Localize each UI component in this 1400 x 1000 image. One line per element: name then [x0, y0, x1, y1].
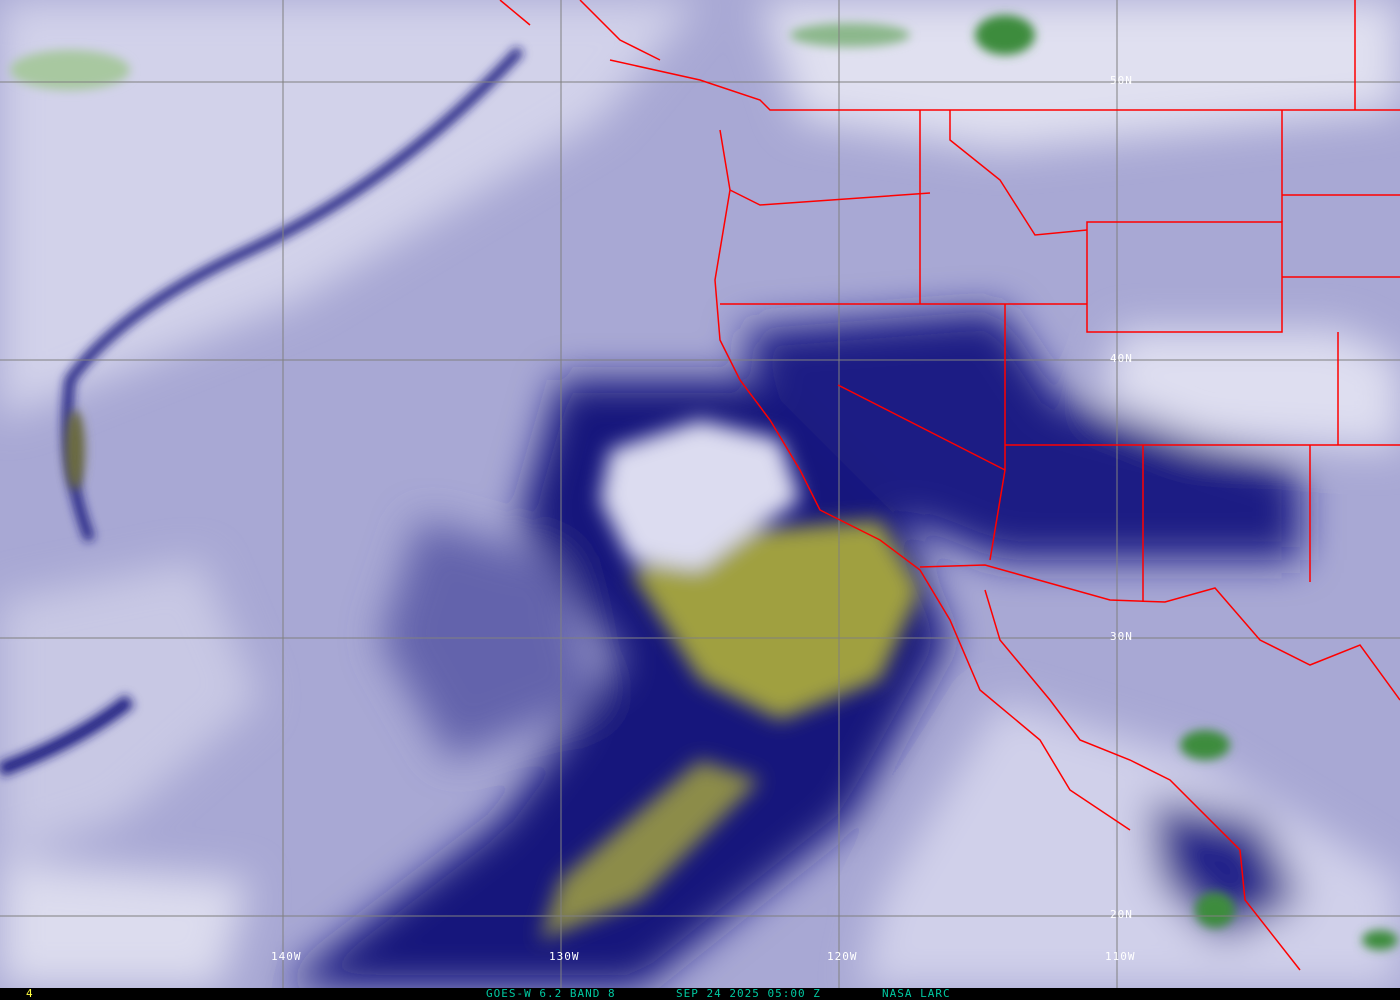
political-borders — [499, 0, 1400, 971]
longitude-label: 140W — [271, 950, 302, 963]
longitude-label: 110W — [1105, 950, 1136, 963]
latitude-label: 30N — [1110, 630, 1133, 643]
satellite-band: GOES-W 6.2 BAND 8 — [486, 987, 616, 1000]
longitude-label: 120W — [827, 950, 858, 963]
frame-number: 4 — [26, 987, 34, 1000]
latitude-label: 40N — [1110, 352, 1133, 365]
latitude-label: 20N — [1110, 908, 1133, 921]
datetime: SEP 24 2025 05:00 Z — [676, 987, 821, 1000]
source: NASA LARC — [882, 987, 951, 1000]
latitude-label: 50N — [1110, 74, 1133, 87]
longitude-label: 130W — [549, 950, 580, 963]
caption-bar: 4 GOES-W 6.2 BAND 8 SEP 24 2025 05:00 Z … — [0, 987, 1400, 1000]
